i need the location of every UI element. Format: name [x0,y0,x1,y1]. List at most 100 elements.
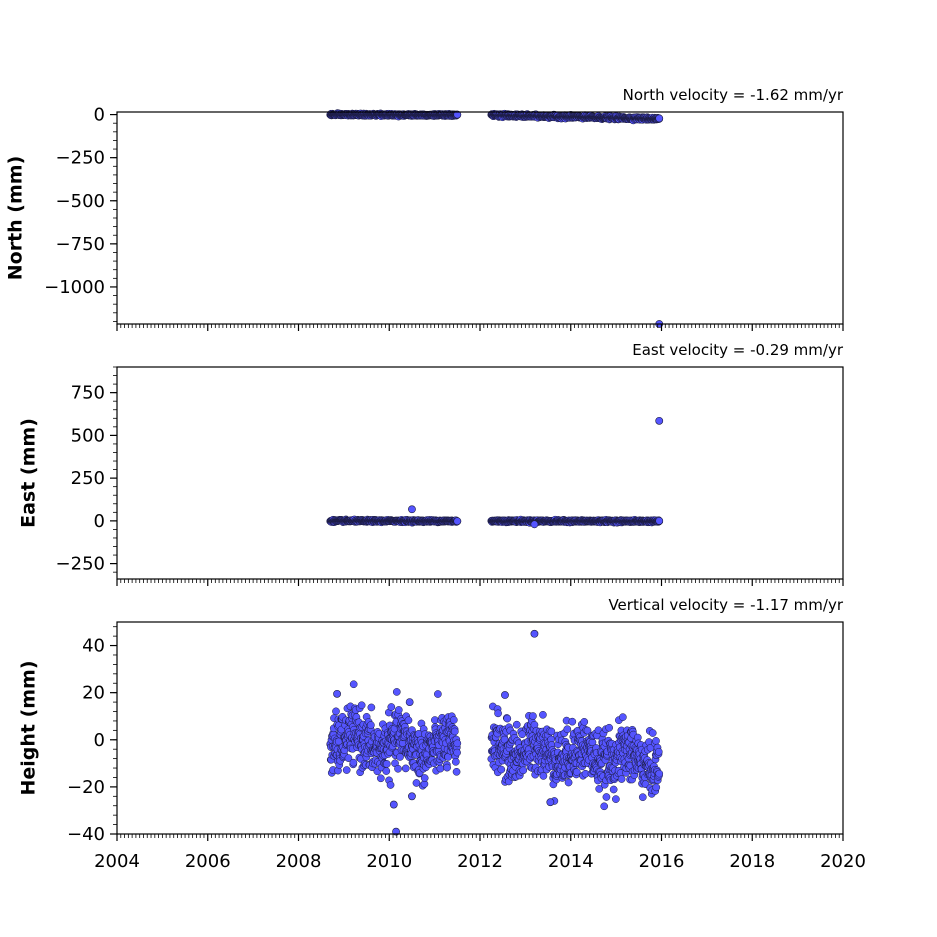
height-data-point [387,703,396,711]
east-panel: 750 500 250 0 −250 East velocity = -0.29 mm/y… [18,341,844,586]
height-data-point [382,760,391,768]
height-data-point [539,710,547,719]
height-points [326,629,664,836]
height-data-point [376,774,385,783]
north-y-ticks: 0 −250 −500 −750 −1000 [44,105,117,322]
height-data-point [434,690,442,698]
height-data-point [519,766,528,775]
north-panel: 0 −250 −500 −750 −1000 North velocity = -1.62… [5,86,844,331]
height-data-point [529,712,537,720]
height-outlier-point [408,792,416,801]
height-y-tick-label: −20 [67,777,105,798]
height-outlier-point [333,689,341,698]
height-data-point [420,774,429,782]
east-y-tick-label: 0 [94,511,105,532]
height-data-point [655,769,664,778]
height-ylabel: Height (mm) [18,660,40,795]
height-data-point [539,772,548,780]
height-data-point [449,716,458,724]
height-panel: 2004 2006 2008 2010 2012 2014 2016 2018 2020 40 20… [18,596,866,872]
height-data-point [652,783,661,792]
east-ylabel: East (mm) [18,418,40,528]
height-data-point [494,709,502,718]
height-data-point [386,781,395,789]
height-data-point [367,703,376,712]
height-data-point [367,721,375,729]
height-data-point [648,729,657,737]
height-data-point [453,748,461,757]
east-x-ticks [116,579,844,586]
east-points [326,416,664,529]
height-data-point [392,688,401,696]
vertical-velocity-title: Vertical velocity = -1.17 mm/yr [608,596,843,614]
height-data-point [394,764,402,773]
east-outlier-point [408,505,416,514]
east-plot-frame [116,366,844,580]
height-data-point [452,767,461,776]
north-outlier-point [453,110,462,119]
north-y-tick-label: −500 [56,191,105,212]
height-x-tick-label: 2010 [366,851,412,872]
height-x-tick-label: 2012 [457,851,503,872]
height-data-point [602,793,611,801]
height-data-point [612,795,620,803]
height-outlier-point [389,800,398,809]
height-data-point [451,757,460,766]
height-data-point [503,714,512,723]
north-y-tick-label: −250 [56,148,105,169]
height-data-point [357,701,366,710]
height-outlier-point [546,798,555,807]
height-x-tick-label: 2006 [185,851,231,872]
height-data-point [512,720,521,729]
height-data-point [619,713,627,721]
height-data-point [443,763,451,772]
north-x-ticks [116,324,844,331]
east-y-tick-label: 250 [71,468,105,489]
height-y-tick-label: 20 [82,683,105,704]
height-data-point [563,725,572,734]
north-ylabel: North (mm) [5,156,27,281]
height-data-point [453,739,462,748]
height-y-tick-label: −40 [67,824,105,845]
north-velocity-title: North velocity = -1.62 mm/yr [623,86,844,104]
height-outlier-point [530,629,539,638]
height-data-point [605,723,614,732]
north-plot-frame [116,111,844,325]
north-y-tick-label: −1000 [44,277,105,298]
height-x-tick-label: 2018 [729,851,775,872]
height-x-tick-label: 2014 [548,851,594,872]
height-x-tick-label: 2020 [820,851,866,872]
height-data-point [450,727,459,736]
height-data-point [382,767,391,775]
height-data-point [349,758,358,767]
height-data-point [436,764,445,773]
height-data-point [497,765,506,774]
east-outlier-point [453,517,462,526]
height-data-point [564,778,573,787]
east-y-tick-label: 750 [71,383,105,404]
north-outlier-point [655,114,664,123]
height-data-point [600,802,609,811]
east-velocity-title: East velocity = -0.29 mm/yr [632,341,844,359]
east-outlier-point [530,520,539,529]
height-data-point [568,717,577,726]
east-y-ticks: 750 500 250 0 −250 [56,366,117,575]
height-data-point [580,718,589,726]
east-outlier-point [655,516,664,525]
height-data-point [342,766,351,774]
height-y-tick-label: 40 [82,636,105,657]
height-x-tick-label: 2004 [94,851,140,872]
height-data-point [572,768,581,776]
height-data-point [652,737,660,745]
east-y-tick-label: 500 [71,425,105,446]
east-outlier-point [655,416,664,425]
height-data-point [404,716,413,725]
height-plot-frame [116,621,844,835]
height-data-point [349,680,358,689]
height-data-point [617,775,626,783]
height-data-point [654,747,663,756]
height-data-point [394,706,403,714]
height-data-point [609,785,618,794]
height-x-tick-label: 2008 [276,851,322,872]
